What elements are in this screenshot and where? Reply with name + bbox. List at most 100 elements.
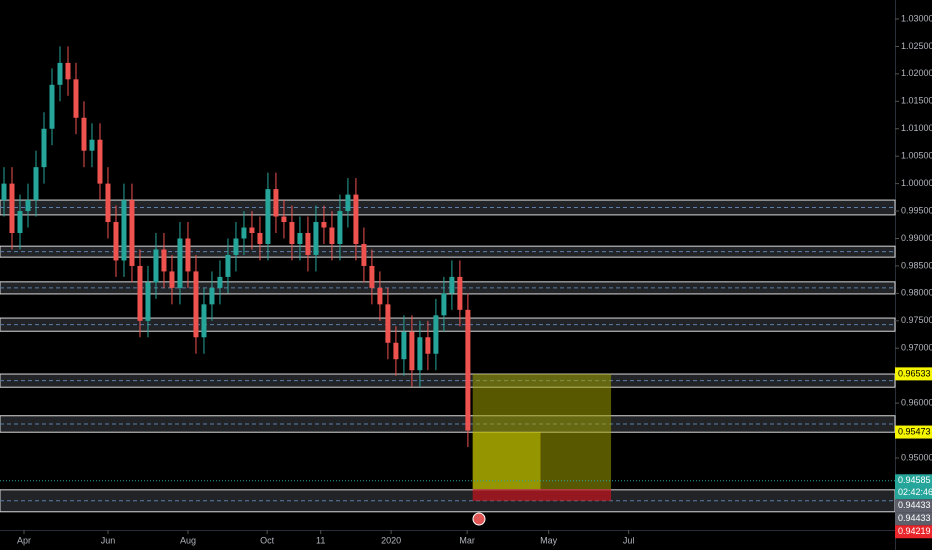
candle-body [161,249,167,272]
y-tick-label: 0.97500 [901,315,932,325]
candle-body [401,331,407,360]
y-tick-label: 0.98500 [901,260,932,270]
candle-body [313,222,319,255]
event-icon [472,512,486,526]
candle-body [41,128,47,168]
candle-body [281,216,287,223]
candle-body [425,337,431,354]
zone [0,373,896,388]
y-tick-label: 0.99500 [901,205,932,215]
price-tag [895,367,932,381]
candle-body [393,342,399,360]
price-tag-label: 0.94433 [898,500,931,510]
candle-body [217,276,223,288]
y-tick-label: 0.95000 [901,452,932,462]
y-tick-label: 0.97000 [901,343,932,353]
countdown-tag [895,486,932,500]
y-tick-label: 0.99000 [901,233,932,243]
candle-body [241,227,247,239]
candle-body [249,227,255,234]
candle-body [169,271,175,288]
price-tag-label: 0.94433 [898,513,931,523]
price-tag-label: 0.94585 [898,475,931,485]
candle-body [153,249,159,283]
candle-body [385,304,391,343]
candle-body [321,222,327,228]
candle-body [449,276,455,294]
x-tick-label: Jul [623,535,635,545]
candle-body [465,309,471,431]
price-tag-label: 0.95473 [898,426,931,436]
candle-body [225,254,231,277]
candle-body [417,337,423,371]
candle-body [409,331,415,371]
x-tick-label: Jun [101,535,116,545]
x-tick-label: Mar [459,535,475,545]
price-tag [895,499,932,513]
y-tick-label: 1.00500 [901,151,932,161]
y-tick-label: 1.03000 [901,13,932,23]
candle-body [33,167,39,201]
price-tag-label: 0.94219 [898,526,931,536]
candle-body [17,211,23,234]
candle-body [193,271,199,338]
y-tick-label: 1.02500 [901,41,932,51]
candle-body [73,79,79,118]
price-tag [895,474,932,488]
candle-body [121,200,127,261]
candle-body [105,183,111,223]
candle-body [273,189,279,217]
y-tick-label: 0.98000 [901,288,932,298]
y-tick-label: 1.01500 [901,96,932,106]
candle-body [137,265,143,321]
zone [0,199,896,216]
position-progress [472,432,541,490]
candle-body [289,222,295,244]
candle-body [185,238,191,272]
zone [0,317,896,332]
candle-body [97,139,103,184]
countdown: 02:42:46 [898,487,932,497]
y-tick-label: 0.96000 [901,397,932,407]
candle-body [305,233,311,255]
candle-body [265,189,271,244]
x-tick-label: Aug [180,535,196,545]
candle-body [297,233,303,244]
candle-body [337,211,343,244]
y-tick-label: 1.02000 [901,68,932,78]
zone [0,245,896,258]
x-tick-label: Oct [260,535,275,545]
price-tag-label: 0.96533 [898,368,931,378]
candle-body [201,304,207,338]
candle-body [81,117,87,151]
position-stop [472,489,612,501]
candle-body [177,238,183,288]
candle-body [1,183,7,201]
candle-body [49,84,55,129]
candle-body [457,276,463,310]
candle-body [377,287,383,305]
candle-body [145,282,151,321]
zone [0,415,896,433]
candle-body [57,62,63,85]
candle-body [257,233,263,244]
price-tag [895,525,932,539]
candle-body [129,200,135,266]
candle-body [233,238,239,255]
x-tick-label: 2020 [381,535,401,545]
y-tick-label: 1.00000 [901,178,932,188]
x-tick-label: May [540,535,558,545]
x-tick-label: Apr [17,535,31,545]
candle-body [329,227,335,244]
candle-body [361,243,367,266]
y-tick-label: 1.01000 [901,123,932,133]
candle-body [9,183,15,234]
candle-body [209,287,215,305]
candle-body [113,222,119,261]
candle-body [89,139,95,151]
price-tag [895,425,932,439]
zone [0,281,896,295]
price-tag [895,512,932,526]
candle-body [441,293,447,316]
